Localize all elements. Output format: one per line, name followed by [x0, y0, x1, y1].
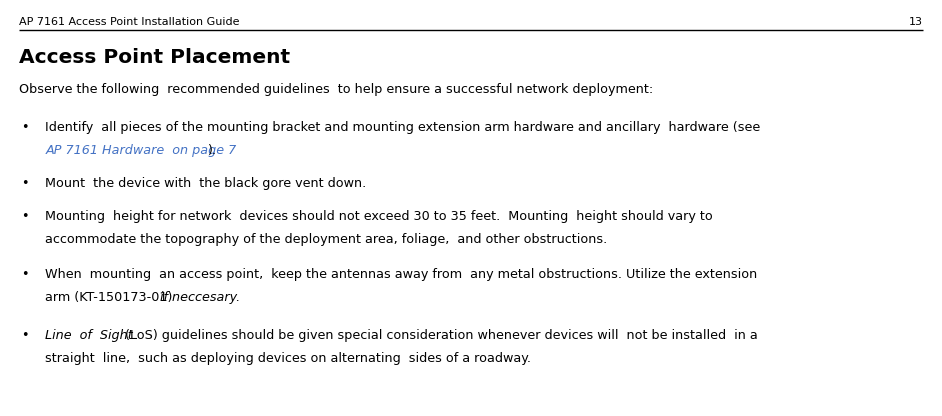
Text: ).: ). — [207, 144, 217, 156]
Text: •: • — [21, 121, 28, 134]
Text: •: • — [21, 268, 28, 281]
Text: Identify  all pieces of the mounting bracket and mounting extension arm hardware: Identify all pieces of the mounting brac… — [45, 121, 760, 134]
Text: Mount  the device with  the black gore vent down.: Mount the device with the black gore ven… — [45, 177, 366, 190]
Text: AP 7161 Access Point Installation Guide: AP 7161 Access Point Installation Guide — [19, 17, 239, 27]
Text: accommodate the topography of the deployment area, foliage,  and other obstructi: accommodate the topography of the deploy… — [45, 233, 608, 246]
Text: if neccesary.: if neccesary. — [160, 291, 240, 304]
Text: arm (KT-150173-01): arm (KT-150173-01) — [45, 291, 176, 304]
Text: •: • — [21, 177, 28, 190]
Text: When  mounting  an access point,  keep the antennas away from  any metal obstruc: When mounting an access point, keep the … — [45, 268, 757, 281]
Text: Line  of  Sight: Line of Sight — [45, 329, 133, 342]
Text: Observe the following  recommended guidelines  to help ensure a successful netwo: Observe the following recommended guidel… — [19, 83, 653, 96]
Text: (LoS) guidelines should be given special consideration whenever devices will  no: (LoS) guidelines should be given special… — [121, 329, 757, 342]
Text: 13: 13 — [909, 17, 923, 27]
Text: •: • — [21, 329, 28, 342]
Text: Access Point Placement: Access Point Placement — [19, 48, 290, 67]
Text: Mounting  height for network  devices should not exceed 30 to 35 feet.  Mounting: Mounting height for network devices shou… — [45, 210, 713, 223]
Text: AP 7161 Hardware  on page 7: AP 7161 Hardware on page 7 — [45, 144, 236, 156]
Text: straight  line,  such as deploying devices on alternating  sides of a roadway.: straight line, such as deploying devices… — [45, 352, 531, 364]
Text: •: • — [21, 210, 28, 223]
